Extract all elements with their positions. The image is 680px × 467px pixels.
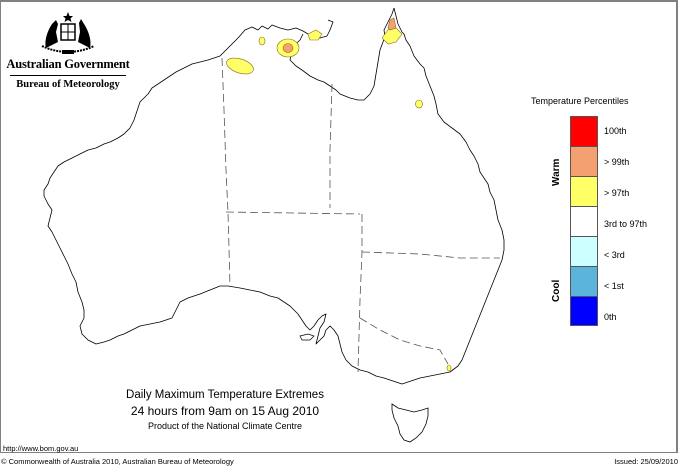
government-logo: Australian Government Bureau of Meteorol… bbox=[6, 10, 130, 94]
legend-label-3rd: < 3rd bbox=[604, 250, 625, 260]
anomaly-areas bbox=[226, 17, 452, 372]
coat-of-arms-icon bbox=[41, 12, 95, 54]
map-period: 24 hours from 9am on 15 Aug 2010 bbox=[130, 404, 320, 418]
legend-title: Temperature Percentiles bbox=[531, 96, 629, 106]
map-title: Daily Maximum Temperature Extremes bbox=[126, 389, 324, 401]
legend-colorbar bbox=[570, 116, 598, 326]
map-product: Product of the National Climate Centre bbox=[147, 421, 303, 431]
tasmania-coastline bbox=[391, 403, 429, 443]
legend-swatch-100th bbox=[570, 116, 598, 146]
legend-swatch-0th bbox=[570, 296, 598, 326]
legend-label-99th: > 99th bbox=[604, 157, 630, 167]
legend-swatch-1st bbox=[570, 266, 598, 296]
legend-warm-label: Warm bbox=[551, 158, 562, 186]
state-borders bbox=[221, 57, 500, 373]
border-nt-qld bbox=[329, 83, 333, 208]
border-sa-qld-nsw bbox=[357, 214, 363, 373]
agency-title: Bureau of Meteorology bbox=[16, 79, 120, 90]
anomaly-capeyork-orange bbox=[387, 17, 397, 31]
legend-swatch-3rd bbox=[570, 236, 598, 266]
anomaly-nq-inland bbox=[415, 99, 423, 109]
legend-swatch-99th bbox=[570, 146, 598, 176]
legend-swatch-normal bbox=[570, 206, 598, 236]
legend-label-1st: < 1st bbox=[604, 281, 624, 291]
legend-label-normal: 3rd to 97th bbox=[604, 219, 648, 229]
copyright-text: © Commonwealth of Australia 2010, Austra… bbox=[1, 457, 234, 466]
border-nt-sa bbox=[225, 211, 361, 215]
government-title: Australian Government bbox=[6, 57, 130, 71]
border-qld-nsw bbox=[361, 251, 500, 259]
website-link[interactable]: http://www.bom.gov.au bbox=[3, 444, 79, 453]
border-wa bbox=[221, 57, 231, 287]
kangaroo-island bbox=[299, 333, 315, 341]
legend-label-0th: 0th bbox=[604, 312, 617, 322]
legend-cool-label: Cool bbox=[551, 279, 562, 302]
anomaly-topend-orange bbox=[282, 43, 294, 53]
anomaly-arnhem bbox=[307, 29, 323, 41]
anomaly-se-nsw bbox=[446, 364, 452, 372]
issued-date: Issued: 25/09/2010 bbox=[614, 457, 678, 466]
anomaly-capeyork-yellow bbox=[381, 27, 403, 45]
border-nsw-vic bbox=[359, 317, 449, 365]
anomaly-kimberley bbox=[226, 57, 254, 75]
anomaly-topend-west bbox=[258, 36, 266, 46]
title-divider bbox=[10, 75, 126, 76]
legend-label-100th: 100th bbox=[604, 126, 627, 136]
legend-swatch-97th bbox=[570, 176, 598, 206]
legend-label-97th: > 97th bbox=[604, 188, 630, 198]
